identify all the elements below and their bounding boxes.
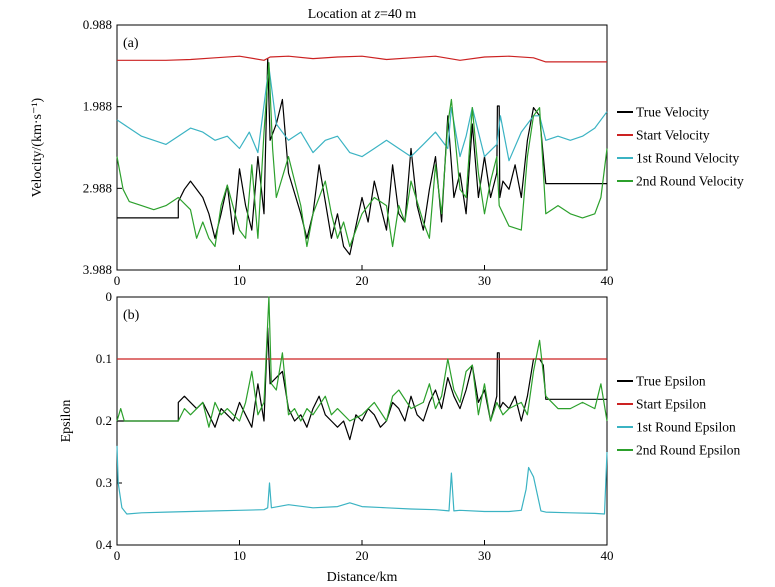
start-velocity-line (117, 55, 607, 63)
start-velocity-legend-label: Start Velocity (636, 128, 710, 143)
true-epsilon-legend-label: True Epsilon (636, 374, 706, 389)
title-italic: z (374, 7, 381, 22)
epsilon-panel-label: (b) (123, 308, 140, 323)
1st-round-epsilon-legend-label: 1st Round Epsilon (636, 420, 736, 435)
2nd-round-epsilon-line (116, 296, 608, 428)
velocity-x-tick-label: 0 (114, 273, 121, 288)
epsilon-y-tick-label: 0.3 (96, 475, 112, 490)
epsilon-y-tick-label: 0.1 (96, 351, 112, 366)
2nd-round-velocity-legend-label: 2nd Round Velocity (636, 174, 744, 189)
epsilon-x-tick-label: 30 (478, 548, 491, 563)
velocity-x-tick-label: 10 (233, 273, 246, 288)
x-axis-label: Distance/km (327, 570, 398, 585)
velocity-y-tick-label: 1.988 (83, 99, 112, 114)
epsilon-panel: (b) Epsilon 0 10 20 30 40 0 0.1 0.2 0.3 0.4 True … (59, 289, 741, 563)
title-suffix: =40 m (380, 7, 416, 22)
velocity-y-tick-label: 2.988 (83, 180, 112, 195)
epsilon-series (116, 296, 608, 515)
velocity-y-tick-label: 3.988 (83, 262, 112, 277)
epsilon-y-tick-label: 0.2 (96, 413, 112, 428)
true-epsilon-line (117, 327, 607, 441)
2nd-round-epsilon-legend-label: 2nd Round Epsilon (636, 443, 741, 458)
velocity-x-tick-label: 20 (356, 273, 369, 288)
epsilon-y-tick-label: 0.4 (96, 537, 113, 552)
velocity-y-tick-label: 0.988 (83, 17, 112, 32)
1st-round-velocity-line (116, 66, 608, 162)
epsilon-x-tick-label: 10 (233, 548, 246, 563)
velocity-panel: (a) Velocity/(km·s⁻¹) 0 10 20 30 40 0.988 1.98… (30, 17, 744, 288)
epsilon-x-tick-label: 0 (114, 548, 121, 563)
epsilon-legend: True Epsilon Start Epsilon 1st Round Epsil… (617, 374, 741, 458)
velocity-x-tick-label: 40 (601, 273, 614, 288)
epsilon-ticks: 0 10 20 30 40 0 0.1 0.2 0.3 0.4 (96, 289, 614, 563)
epsilon-y-tick-label: 0 (106, 289, 113, 304)
velocity-panel-label: (a) (123, 36, 139, 51)
velocity-ticks: 0 10 20 30 40 0.988 1.988 2.988 3.988 (83, 17, 614, 288)
epsilon-x-tick-label: 40 (601, 548, 614, 563)
velocity-x-tick-label: 30 (478, 273, 491, 288)
velocity-series (116, 55, 608, 256)
start-epsilon-legend-label: Start Epsilon (636, 397, 706, 412)
1st-round-velocity-legend-label: 1st Round Velocity (636, 151, 740, 166)
velocity-plot-frame (116, 24, 608, 271)
epsilon-y-axis-label: Epsilon (59, 400, 74, 443)
1st-round-epsilon-line (116, 445, 608, 515)
true-velocity-legend-label: True Velocity (636, 105, 709, 120)
true-velocity-line (117, 57, 607, 256)
chart-title: Location at z=40 m (308, 7, 417, 22)
velocity-legend: True Velocity Start Velocity 1st Round Vel… (617, 105, 744, 189)
title-prefix: Location at (308, 7, 375, 22)
epsilon-x-tick-label: 20 (356, 548, 369, 563)
2nd-round-velocity-line (116, 62, 608, 248)
velocity-y-axis-label: Velocity/(km·s⁻¹) (30, 97, 45, 197)
